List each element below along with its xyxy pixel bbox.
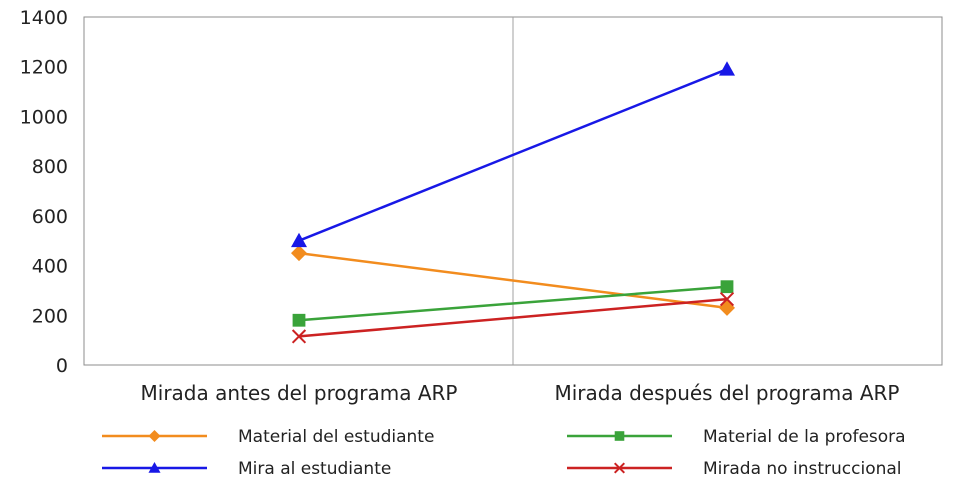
- y-tick-label: 0: [56, 355, 68, 377]
- series-mirada-no-instruccional: [291, 292, 735, 344]
- data-point: [292, 313, 306, 327]
- plot-area: [83, 16, 943, 366]
- series-line: [298, 285, 728, 322]
- data-point: [719, 61, 735, 76]
- legend-label: Mirada no instruccional: [703, 459, 902, 479]
- legend-label: Material de la profesora: [703, 427, 906, 447]
- x-category-label: Mirada después del programa ARP: [554, 381, 899, 405]
- legend-marker: [614, 431, 625, 441]
- data-point: [291, 232, 307, 248]
- x-axis: Mirada antes del programa ARP Mirada desp…: [141, 381, 900, 405]
- legend-marker: [613, 462, 626, 474]
- legend-item: Mira al estudiante: [102, 459, 391, 479]
- y-tick-label: 1000: [20, 106, 68, 128]
- y-tick-label: 400: [32, 256, 68, 278]
- series-material-de-la-profesora: [292, 280, 734, 327]
- data-point: [291, 245, 307, 262]
- data-point: [719, 299, 735, 316]
- series-mira-al-estudiante: [291, 61, 735, 248]
- y-axis: 0 200 400 600 800 1000 1200 1400: [20, 7, 68, 377]
- series-line: [298, 297, 728, 338]
- legend-marker: [148, 462, 161, 473]
- legend-label: Mira al estudiante: [238, 459, 391, 479]
- data-point: [291, 329, 307, 344]
- y-tick-label: 1400: [20, 7, 68, 29]
- data-point: [720, 280, 734, 294]
- series-line: [298, 251, 728, 310]
- legend-item: Material de la profesora: [567, 427, 906, 447]
- series-line: [298, 68, 728, 242]
- legend-item: Mirada no instruccional: [567, 459, 902, 479]
- y-tick-label: 800: [32, 156, 68, 178]
- y-tick-label: 1200: [20, 57, 68, 79]
- series-layer: [291, 61, 735, 344]
- x-category-label: Mirada antes del programa ARP: [141, 381, 458, 405]
- y-tick-label: 600: [32, 206, 68, 228]
- legend-marker: [148, 430, 161, 442]
- y-tick-label: 200: [32, 305, 68, 327]
- data-point: [719, 292, 735, 307]
- legend: Material del estudiante Mira al estudiant…: [102, 427, 906, 479]
- legend-label: Material del estudiante: [238, 427, 434, 447]
- legend-item: Material del estudiante: [102, 427, 434, 447]
